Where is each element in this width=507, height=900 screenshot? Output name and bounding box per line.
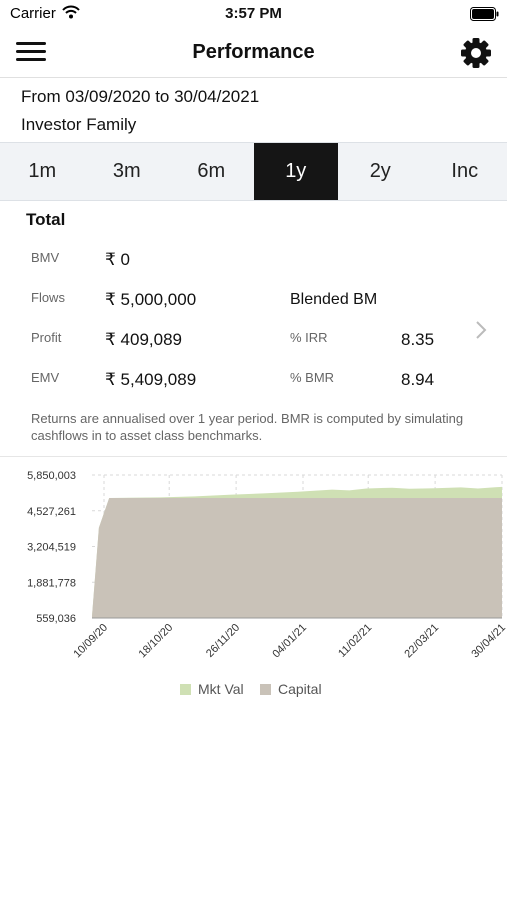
emv-label: EMV bbox=[31, 370, 60, 385]
navigation-bar: Performance bbox=[0, 28, 507, 78]
irr-value: 8.35 bbox=[401, 330, 435, 349]
x-tick-label: 18/10/20 bbox=[137, 622, 176, 661]
tab-3m[interactable]: 3m bbox=[112, 160, 141, 182]
y-tick-label: 4,527,261 bbox=[27, 506, 76, 518]
profit-value: ₹ 409,089 bbox=[105, 330, 182, 349]
x-tick-label: 10/09/20 bbox=[71, 622, 110, 661]
wifi-icon bbox=[62, 5, 80, 24]
carrier-label: Carrier bbox=[10, 5, 56, 22]
profit-label: Profit bbox=[31, 330, 62, 345]
tab-2y[interactable]: 2y bbox=[369, 160, 391, 182]
performance-chart: 5,850,003 4,527,261 3,204,519 1,881,778 559,… bbox=[27, 470, 507, 697]
divider bbox=[0, 456, 507, 457]
tab-inception[interactable]: Inc bbox=[451, 160, 479, 182]
legend-swatch bbox=[180, 684, 191, 695]
bmv-label: BMV bbox=[31, 250, 60, 265]
x-tick-label: 30/04/21 bbox=[469, 622, 507, 661]
status-bar: Carrier 3:57 PM bbox=[0, 0, 507, 28]
flows-value: ₹ 5,000,000 bbox=[105, 290, 197, 309]
blended-bm-label: Blended BM bbox=[290, 291, 378, 308]
legend-swatch bbox=[260, 684, 271, 695]
y-tick-label: 559,036 bbox=[36, 613, 76, 625]
battery-icon bbox=[470, 7, 500, 26]
tab-1m[interactable]: 1m bbox=[28, 160, 57, 182]
returns-note: Returns are annualised over 1 year perio… bbox=[31, 411, 464, 443]
total-heading: Total bbox=[26, 210, 66, 229]
x-tick-label: 11/02/21 bbox=[336, 622, 374, 660]
bmr-value: 8.94 bbox=[401, 370, 435, 389]
y-tick-label: 5,850,003 bbox=[27, 470, 76, 482]
tab-6m[interactable]: 6m bbox=[197, 160, 226, 182]
status-time: 3:57 PM bbox=[225, 5, 282, 22]
period-tabs: 1m 3m 6m 1y 2y Inc bbox=[0, 142, 507, 201]
irr-label: % IRR bbox=[290, 330, 328, 345]
hamburger-menu-icon[interactable] bbox=[16, 42, 46, 64]
y-tick-label: 3,204,519 bbox=[27, 542, 76, 554]
bmr-label: % BMR bbox=[290, 370, 335, 385]
x-tick-label: 04/01/21 bbox=[270, 622, 309, 661]
flows-label: Flows bbox=[31, 290, 65, 305]
bmv-value: ₹ 0 bbox=[105, 250, 130, 269]
y-tick-label: 1,881,778 bbox=[27, 577, 76, 589]
page-title: Performance bbox=[192, 41, 315, 63]
emv-value: ₹ 5,409,089 bbox=[105, 370, 197, 389]
series-area-capital bbox=[92, 498, 502, 618]
chevron-right-icon[interactable] bbox=[474, 320, 488, 345]
investor-name: Investor Family bbox=[21, 115, 137, 134]
x-tick-label: 26/11/20 bbox=[204, 622, 242, 660]
legend-label: Mkt Val bbox=[198, 681, 244, 697]
x-tick-label: 22/03/21 bbox=[402, 622, 441, 661]
legend-label: Capital bbox=[278, 681, 322, 697]
tab-1y[interactable]: 1y bbox=[253, 143, 338, 200]
gear-icon[interactable] bbox=[459, 36, 493, 75]
date-range: From 03/09/2020 to 30/04/2021 bbox=[21, 87, 260, 106]
